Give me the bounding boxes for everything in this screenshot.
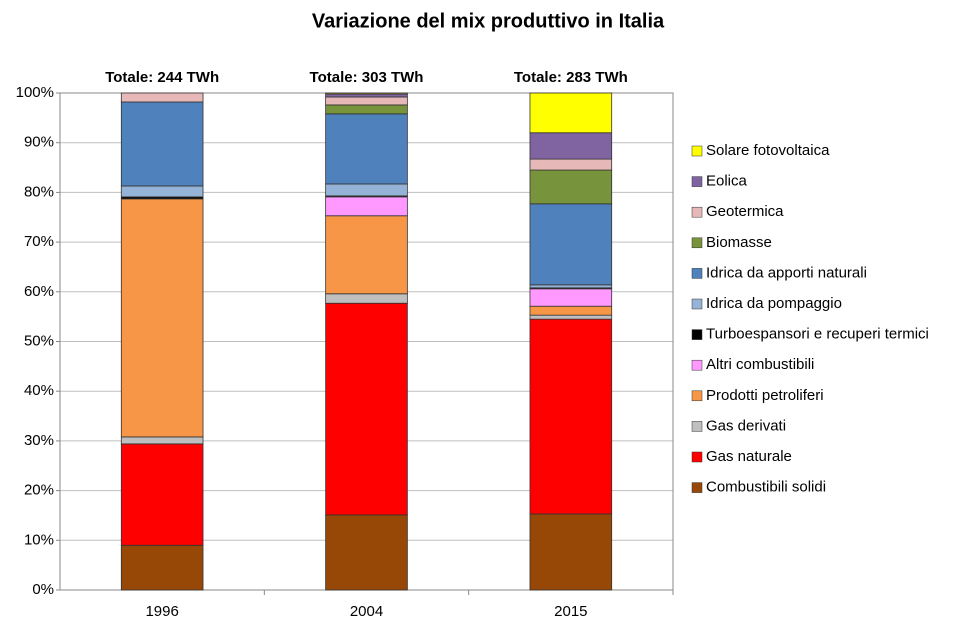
legend-swatch xyxy=(691,206,703,218)
legend-swatch xyxy=(691,421,703,432)
bar-segment xyxy=(529,513,613,591)
legend-label: Eolica xyxy=(706,173,748,190)
legend-swatch xyxy=(691,329,703,340)
bar-segment xyxy=(120,92,204,103)
bar-segment xyxy=(325,293,408,304)
bar-segment xyxy=(325,92,408,95)
y-tick-label: 30% xyxy=(24,432,54,449)
bar-label: Totale: 303 TWh xyxy=(310,69,424,86)
legend-label: Combustibili solidi xyxy=(706,479,826,496)
legend-label: Idrica da apporti naturali xyxy=(706,264,867,281)
legend-swatch xyxy=(691,359,703,371)
legend-label: Turboespansori e recuperi termici xyxy=(706,326,929,343)
y-tick-label: 100% xyxy=(16,84,54,101)
legend-label: Gas naturale xyxy=(706,448,792,465)
bar-segment xyxy=(325,96,408,106)
bar-segment xyxy=(120,544,204,591)
y-tick-label: 70% xyxy=(24,233,54,250)
bar-segment xyxy=(325,113,408,185)
bar-segment xyxy=(529,169,613,205)
y-tick-label: 80% xyxy=(24,183,54,200)
legend-swatch xyxy=(691,268,703,279)
bar-segment xyxy=(529,288,613,307)
bar-segment xyxy=(529,132,613,160)
bar-segment xyxy=(325,93,408,98)
bar-segment xyxy=(325,302,408,516)
bar-segment xyxy=(325,196,408,217)
legend-swatch xyxy=(691,451,703,463)
bar-segment xyxy=(529,314,613,320)
y-tick-label: 20% xyxy=(24,482,54,499)
y-tick-label: 10% xyxy=(24,531,54,548)
bar-label: Totale: 244 TWh xyxy=(105,69,219,86)
x-tick-label: 1996 xyxy=(145,603,178,620)
legend-label: Solare fotovoltaica xyxy=(706,142,830,159)
legend-label: Geotermica xyxy=(706,203,784,220)
legend-label: Prodotti petroliferi xyxy=(706,387,824,404)
y-tick-label: 40% xyxy=(24,382,54,399)
bar-segment xyxy=(120,198,204,438)
legend-swatch xyxy=(691,390,703,402)
bar-segment xyxy=(529,203,613,286)
chart-title: Variazione del mix produttivo in Italia xyxy=(312,10,665,32)
legend-swatch xyxy=(691,176,703,187)
y-tick-label: 50% xyxy=(24,332,54,349)
bar-segment xyxy=(120,101,204,187)
legend-label: Idrica da pompaggio xyxy=(706,295,842,312)
y-tick-label: 90% xyxy=(24,134,54,151)
bar-segment xyxy=(529,158,613,171)
y-tick-label: 60% xyxy=(24,283,54,300)
legend-label: Gas derivati xyxy=(706,417,786,434)
bar-segment xyxy=(120,436,204,445)
bar-label: Totale: 283 TWh xyxy=(514,69,628,86)
bar-segment xyxy=(529,92,613,134)
legend-swatch xyxy=(691,237,703,249)
bar-segment xyxy=(529,318,613,515)
bar-segment xyxy=(325,514,408,591)
bar-segment xyxy=(529,305,613,316)
bar-segment xyxy=(120,185,204,198)
legend-label: Altri combustibili xyxy=(706,356,814,373)
bar-segment xyxy=(120,443,204,546)
x-tick-label: 2004 xyxy=(350,603,383,620)
bar-segment xyxy=(325,215,408,295)
legend-swatch xyxy=(691,298,703,310)
x-tick-label: 2015 xyxy=(554,603,587,620)
bar-segment xyxy=(529,284,613,289)
bar-segment xyxy=(325,104,408,115)
bar-segment xyxy=(325,183,408,197)
legend-swatch xyxy=(691,482,703,493)
legend-label: Biomasse xyxy=(706,234,772,251)
legend-swatch xyxy=(691,145,703,157)
y-tick-label: 0% xyxy=(32,581,54,598)
